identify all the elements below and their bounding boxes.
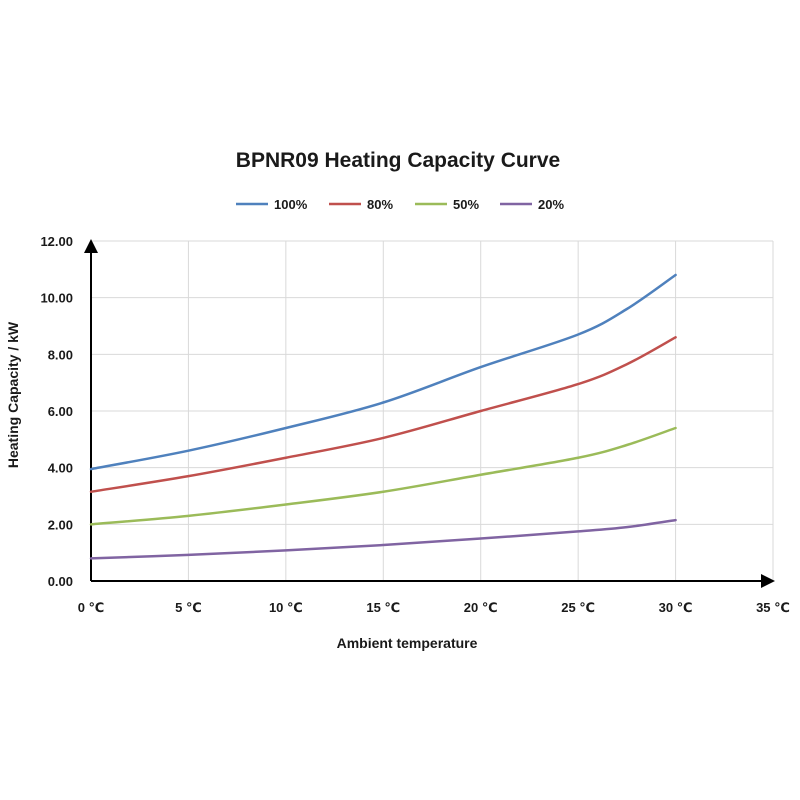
legend-item-50pct: 50%	[415, 197, 479, 212]
legend-label: 80%	[367, 197, 393, 212]
x-axis-label: Ambient temperature	[337, 635, 478, 651]
y-tick-label: 12.00	[40, 234, 73, 249]
y-tick-label: 2.00	[48, 517, 73, 532]
y-axis-label: Heating Capacity / kW	[5, 321, 21, 468]
series-line-80pct	[89, 336, 677, 493]
series-line-100pct	[89, 273, 677, 471]
x-axis-arrow-icon	[761, 574, 775, 588]
x-tick-label: 30 ℃	[659, 600, 693, 615]
series-line-50pct	[89, 426, 677, 526]
x-tick-label: 0 ℃	[78, 600, 105, 615]
chart-title: BPNR09 Heating Capacity Curve	[236, 149, 560, 172]
legend-label: 20%	[538, 197, 564, 212]
x-tick-label: 15 ℃	[366, 600, 400, 615]
legend-item-20pct: 20%	[500, 197, 564, 212]
x-tick-label: 25 ℃	[561, 600, 595, 615]
axes	[84, 239, 775, 588]
y-tick-labels: 0.00 2.00 4.00 6.00 8.00 10.00 12.00	[40, 234, 73, 589]
legend-item-80pct: 80%	[329, 197, 393, 212]
series-line-20pct	[89, 518, 677, 560]
y-tick-label: 10.00	[40, 291, 73, 306]
legend-label: 100%	[274, 197, 308, 212]
x-tick-label: 5 ℃	[175, 600, 202, 615]
y-tick-label: 0.00	[48, 574, 73, 589]
x-tick-label: 20 ℃	[464, 600, 498, 615]
series-lines	[89, 273, 677, 560]
gridlines	[91, 240, 774, 581]
x-tick-labels: 0 ℃ 5 ℃ 10 ℃ 15 ℃ 20 ℃ 25 ℃ 30 ℃ 35 ℃	[78, 600, 790, 615]
y-axis-arrow-icon	[84, 239, 98, 253]
y-tick-label: 8.00	[48, 347, 73, 362]
legend-label: 50%	[453, 197, 479, 212]
y-tick-label: 6.00	[48, 404, 73, 419]
x-tick-label: 10 ℃	[269, 600, 303, 615]
legend-item-100pct: 100%	[236, 197, 308, 212]
y-tick-label: 4.00	[48, 461, 73, 476]
x-tick-label: 35 ℃	[756, 600, 790, 615]
legend: 100% 80% 50% 20%	[236, 197, 564, 212]
